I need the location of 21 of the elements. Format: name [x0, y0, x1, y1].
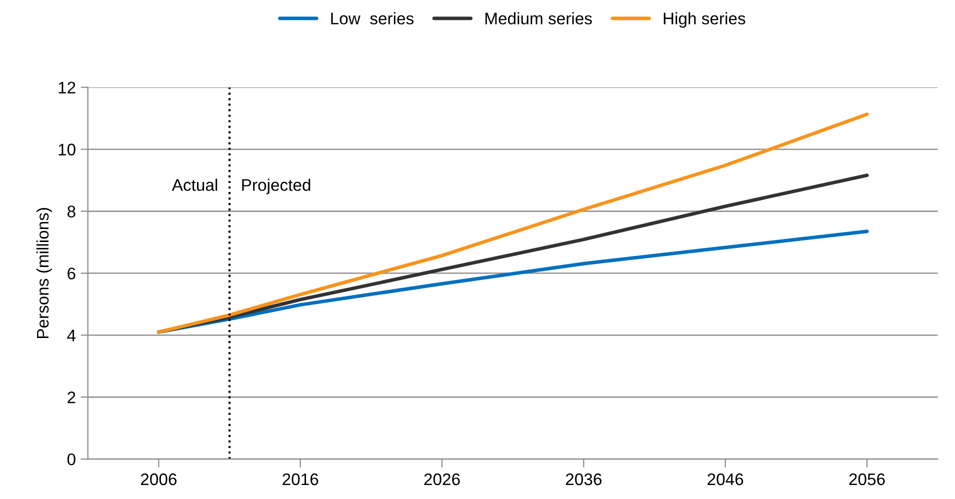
line-series [156, 174, 869, 334]
x-tick-label: 2046 [708, 473, 744, 486]
y-tick-label: 12 [58, 82, 76, 94]
y-tick-label: 8 [68, 206, 76, 218]
x-tick-label: 2016 [282, 473, 318, 486]
line-series [156, 112, 869, 334]
y-tick-label: 4 [67, 330, 76, 342]
x-tick-label: 2056 [849, 473, 885, 486]
annotation: Actual [172, 178, 218, 191]
legend-label: Medium series [485, 12, 592, 24]
x-tick-label: 2036 [566, 473, 602, 486]
y-tick-label: 6 [68, 268, 76, 280]
y-axis-title: Persons (millions) [36, 208, 52, 338]
x-tick-label: 2006 [140, 473, 176, 486]
legend-label: High series [664, 12, 746, 28]
y-tick-label: 2 [68, 392, 76, 404]
y-tick-label: 0 [67, 453, 76, 466]
x-tick-label: 2026 [424, 473, 460, 486]
legend-label: Low series [331, 12, 414, 24]
y-tick-label: 10 [58, 144, 76, 156]
annotation: Projected [242, 178, 310, 194]
